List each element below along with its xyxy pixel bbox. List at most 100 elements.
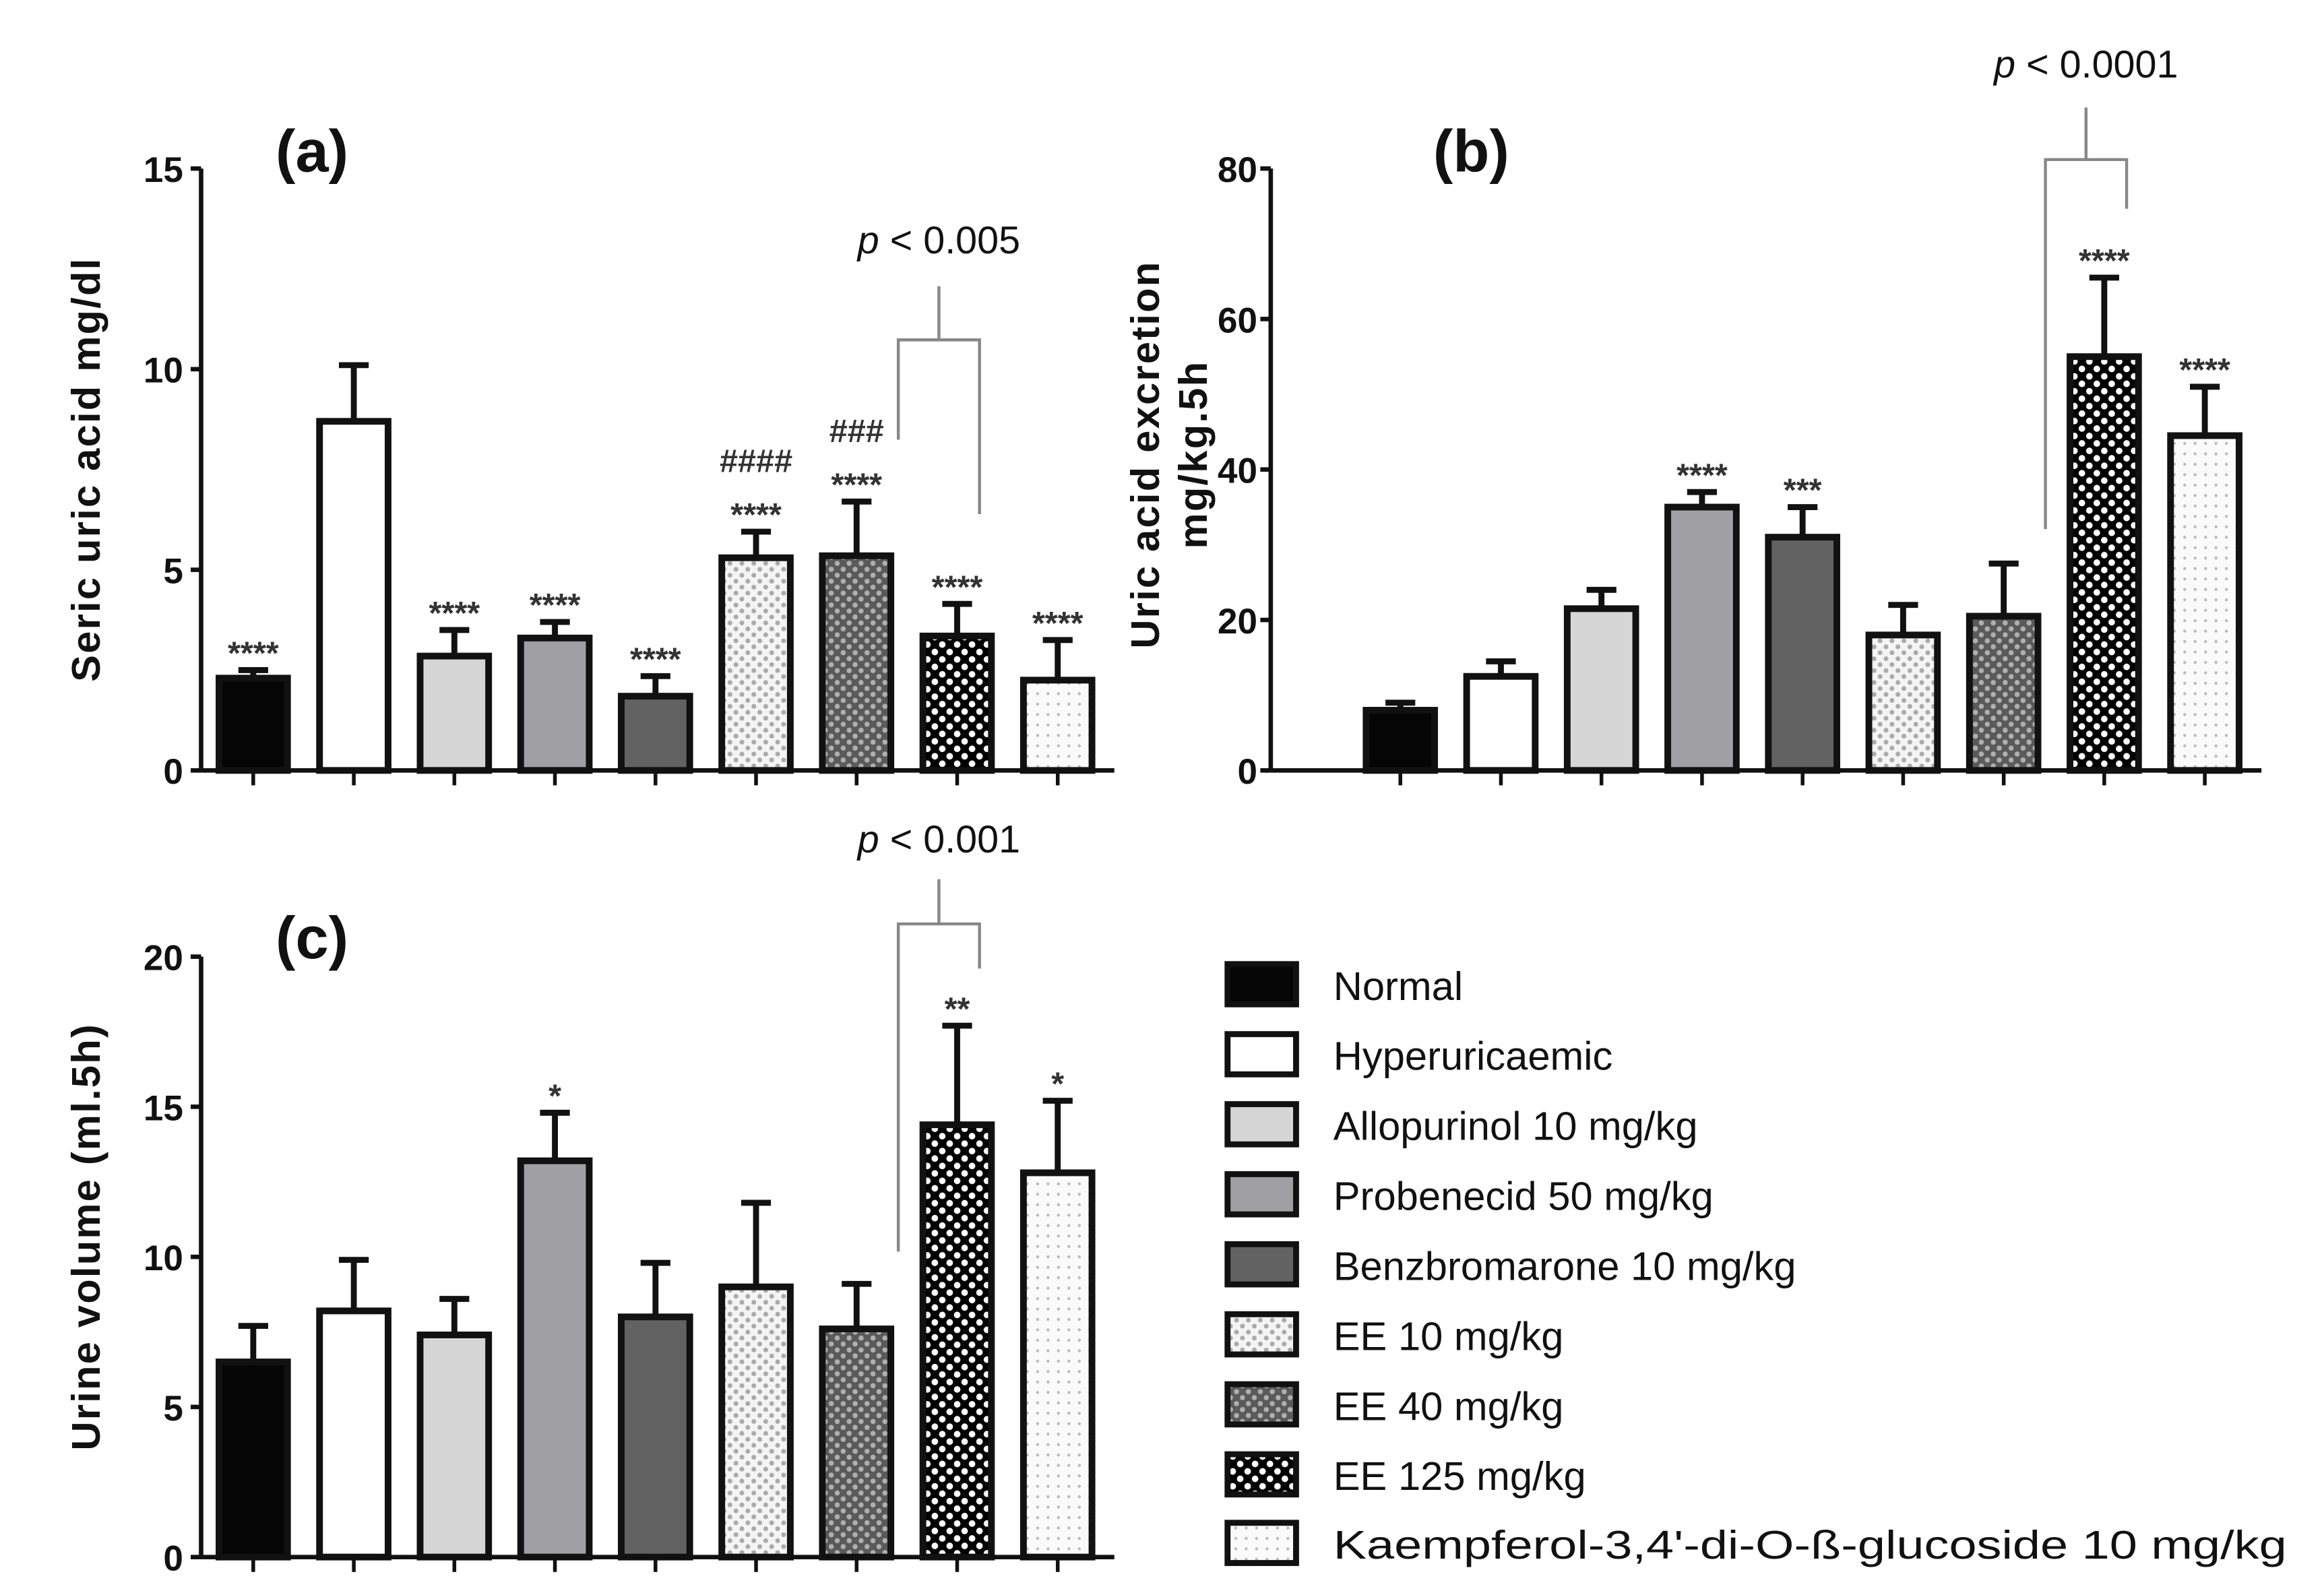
- bar-9: [1019, 677, 1096, 774]
- bar-7: [819, 552, 895, 774]
- significance-stars: ****: [530, 587, 581, 623]
- legend: Normal Hyperuricaemic Allopurinol 10 mg/kg…: [1224, 961, 2287, 1567]
- bar-4: [517, 634, 593, 774]
- legend-label: Benzbromarone 10 mg/kg: [1333, 1243, 1796, 1288]
- legend-item: EE 10 mg/kg: [1224, 1311, 1564, 1358]
- significance-stars: ****: [2179, 352, 2230, 388]
- y-axis-label-c: Urine volume (ml.5h): [63, 1023, 108, 1451]
- y-tick-label: 10: [144, 1239, 183, 1278]
- legend-swatch: [1224, 1241, 1299, 1288]
- bar-6: [718, 1283, 794, 1561]
- bar-3: [416, 1332, 493, 1561]
- bar-5: [617, 693, 693, 774]
- legend-swatch: [1224, 1101, 1299, 1148]
- p-value-label: p < 0.005: [856, 219, 1020, 262]
- bar-1: [216, 1358, 291, 1561]
- bar-3: [1563, 605, 1639, 774]
- legend-item: Probenecid 50 mg/kg: [1224, 1171, 1714, 1219]
- legend-swatch: [1224, 1311, 1299, 1358]
- bar-5: [1765, 534, 1841, 774]
- legend-swatch: [1224, 1171, 1299, 1218]
- comparison-bracket: [2044, 107, 2129, 530]
- legend-item: Normal: [1224, 961, 1463, 1009]
- significance-stars: ****: [831, 467, 882, 503]
- significance-stars: **: [945, 991, 970, 1027]
- panel-label-b: (b): [1433, 118, 1509, 185]
- bar-6: [718, 554, 794, 774]
- bar-8: [919, 632, 995, 774]
- legend-swatch: [1224, 1031, 1299, 1077]
- bar-1: [216, 675, 291, 774]
- bar-5: [617, 1313, 693, 1561]
- bar-6: [1865, 631, 1941, 774]
- y-tick-label: 80: [1218, 150, 1257, 190]
- significance-stars: *: [1051, 1066, 1064, 1102]
- legend-label: EE 40 mg/kg: [1333, 1383, 1564, 1429]
- bar-4: [1664, 503, 1740, 774]
- legend-swatch: [1224, 1520, 1299, 1566]
- bar-8: [2067, 353, 2142, 774]
- y-tick-label: 20: [144, 939, 183, 978]
- legend-item: Benzbromarone 10 mg/kg: [1224, 1241, 1796, 1288]
- significance-stars: ****: [1032, 605, 1084, 642]
- bar-8: [919, 1121, 995, 1561]
- legend-label: Allopurinol 10 mg/kg: [1333, 1104, 1698, 1149]
- comparison-bracket: [896, 879, 981, 1252]
- y-axis-label-a: Seric uric acid mg/dl: [63, 257, 108, 682]
- bar-3: [416, 652, 493, 774]
- legend-label: EE 125 mg/kg: [1333, 1454, 1586, 1499]
- y-tick-label: 0: [163, 752, 183, 792]
- legend-swatch: [1224, 1451, 1299, 1498]
- p-value-label: p < 0.001: [856, 818, 1020, 861]
- p-value-label: p < 0.0001: [1992, 43, 2178, 86]
- y-tick-label: 0: [1237, 752, 1257, 792]
- legend-item: EE 40 mg/kg: [1224, 1381, 1564, 1429]
- legend-swatch: [1224, 961, 1299, 1007]
- bar-4: [517, 1157, 593, 1561]
- bar-2: [316, 418, 391, 774]
- y-axis-label-b-line1: Uric acid excretion: [1123, 261, 1168, 649]
- bar-2: [1463, 673, 1539, 774]
- y-tick-label: 5: [163, 551, 183, 591]
- significance-stars: ***: [1784, 472, 1822, 509]
- legend-label: Hyperuricaemic: [1333, 1034, 1613, 1079]
- significance-stars: ****: [730, 497, 782, 533]
- bar-7: [1966, 613, 2042, 774]
- y-tick-label: 15: [144, 1088, 183, 1128]
- y-tick-label: 60: [1218, 301, 1257, 340]
- y-tick-label: 40: [1218, 451, 1257, 491]
- bar-2: [316, 1307, 391, 1561]
- significance-hashes: ###: [829, 413, 884, 449]
- legend-label: Kaempferol-3,4'-di-O-ß-glucoside 10 mg/k…: [1333, 1522, 2287, 1567]
- significance-stars: ****: [2079, 243, 2130, 279]
- y-tick-label: 0: [163, 1539, 183, 1579]
- significance-stars: ****: [228, 635, 279, 672]
- legend-label: Probenecid 50 mg/kg: [1333, 1174, 1714, 1219]
- legend-item: Kaempferol-3,4'-di-O-ß-glucoside 10 mg/k…: [1224, 1520, 2287, 1567]
- bar-9: [2167, 432, 2242, 774]
- panel-label-a: (a): [276, 118, 348, 185]
- bar-1: [1362, 707, 1439, 774]
- y-tick-label: 20: [1218, 602, 1257, 642]
- significance-stars: ****: [630, 642, 681, 678]
- legend-label: EE 10 mg/kg: [1333, 1313, 1564, 1358]
- legend-item: Allopurinol 10 mg/kg: [1224, 1101, 1698, 1149]
- y-tick-label: 10: [144, 351, 183, 391]
- significance-stars: ****: [932, 569, 983, 605]
- legend-item: EE 125 mg/kg: [1224, 1451, 1586, 1499]
- bar-9: [1019, 1169, 1096, 1561]
- y-tick-label: 5: [163, 1389, 183, 1429]
- significance-stars: ****: [429, 595, 480, 631]
- significance-hashes: ####: [720, 443, 792, 480]
- panel-a: 0 5 10 15 **** **** **** **** **** #### **** ### ***…: [144, 150, 1114, 792]
- significance-stars: ****: [1676, 457, 1728, 493]
- bar-7: [819, 1325, 895, 1561]
- y-tick-label: 15: [144, 150, 183, 190]
- legend-item: Hyperuricaemic: [1224, 1031, 1613, 1079]
- panel-label-c: (c): [276, 904, 348, 971]
- legend-swatch: [1224, 1381, 1299, 1428]
- legend-label: Normal: [1333, 964, 1463, 1009]
